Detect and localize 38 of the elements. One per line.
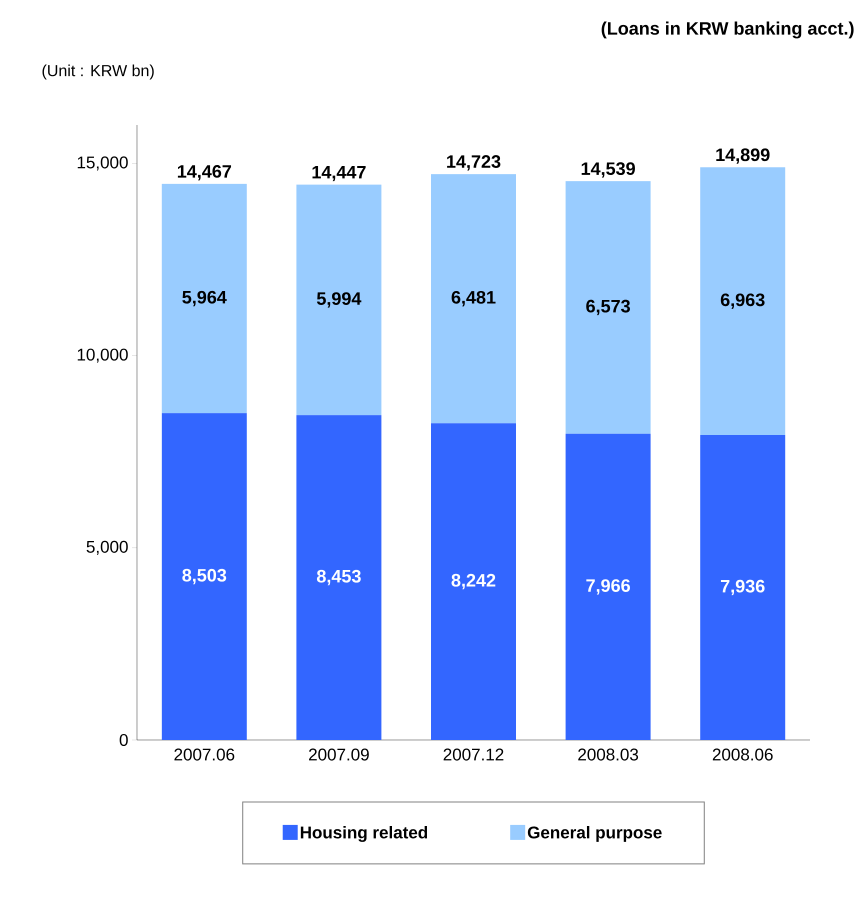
data-label: 8,453 (316, 570, 361, 586)
legend-label: Housing related (300, 826, 428, 842)
x-tick-label: 2007.09 (309, 748, 369, 761)
chart-subtitle: (Unit : KRW bn) (42, 64, 154, 80)
data-label: 8,503 (182, 568, 226, 584)
bar (431, 174, 516, 424)
data-label: 8,242 (452, 574, 496, 590)
data-label: 7,936 (720, 580, 765, 596)
total-label: 14,467 (178, 165, 232, 180)
y-tick-label: 0 (120, 734, 128, 746)
total-label: 14,539 (582, 162, 635, 178)
chart-title: (Loans in KRW banking acct.) (602, 22, 854, 38)
x-tick-label: 2008.03 (578, 748, 638, 761)
total-label: 14,447 (312, 166, 366, 182)
data-label: 6,481 (452, 290, 496, 306)
bar (296, 184, 382, 416)
total-label: 14,723 (447, 155, 500, 171)
bar (700, 167, 786, 435)
bar (162, 184, 247, 414)
bar (296, 415, 382, 740)
x-tick-label: 2007.06 (174, 748, 234, 761)
y-tick-label: 15,000 (78, 156, 128, 170)
bar (431, 423, 516, 740)
bar (700, 434, 786, 740)
data-label: 5,994 (316, 292, 362, 308)
x-tick-label: 2007.12 (444, 748, 504, 761)
bar (566, 181, 651, 434)
bar (566, 434, 651, 740)
data-label: 6,963 (720, 293, 765, 309)
data-label: 7,966 (586, 579, 630, 595)
data-label: 5,964 (182, 290, 227, 306)
bar (162, 413, 247, 740)
data-label: 6,573 (586, 300, 630, 316)
total-label: 14,899 (716, 148, 770, 164)
y-tick-label: 10,000 (78, 348, 128, 363)
x-tick-label: 2008.06 (712, 748, 773, 761)
y-tick-label: 5,000 (86, 540, 128, 555)
legend-label: General purpose (528, 826, 662, 842)
